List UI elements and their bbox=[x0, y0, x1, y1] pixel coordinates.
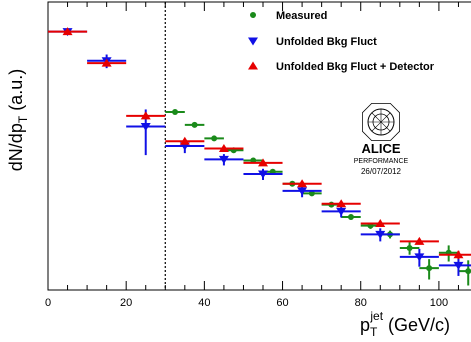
data-point bbox=[453, 261, 464, 270]
data-point bbox=[375, 219, 386, 228]
x-tick-label: 20 bbox=[120, 297, 132, 309]
data-point bbox=[375, 230, 386, 239]
data-point bbox=[414, 236, 425, 245]
y-axis-label: dN/dpT (a.u.) bbox=[6, 69, 30, 171]
data-point bbox=[101, 58, 112, 67]
data-point bbox=[218, 144, 229, 153]
alice-logo: ALICE PERFORMANCE 26/07/2012 bbox=[354, 103, 409, 176]
legend-label-2: Unfolded Bkg Fluct + Detector bbox=[276, 61, 435, 73]
data-point bbox=[191, 121, 198, 128]
series-0 bbox=[165, 108, 471, 286]
legend-marker-2 bbox=[248, 61, 258, 70]
data-point bbox=[336, 207, 347, 216]
x-axis-label: pTjet (GeV/c) bbox=[360, 309, 450, 337]
data-point bbox=[297, 187, 308, 196]
data-point bbox=[347, 213, 354, 220]
data-point bbox=[140, 122, 151, 131]
x-tick-label: 40 bbox=[198, 297, 210, 309]
x-axis-label-sub: T bbox=[370, 325, 378, 337]
legend-label-0: Measured bbox=[276, 10, 327, 22]
alice-logo-sub: PERFORMANCE bbox=[354, 158, 409, 165]
legend: Measured Unfolded Bkg Fluct Unfolded Bkg F… bbox=[248, 10, 435, 73]
data-marks bbox=[48, 27, 471, 286]
x-axis-label-main: p bbox=[360, 315, 370, 335]
tick-group: 0 20 40 60 80 100 bbox=[45, 2, 459, 309]
data-point bbox=[172, 108, 179, 115]
data-point bbox=[336, 199, 347, 208]
data-point bbox=[426, 265, 433, 272]
x-axis-label-unit: (GeV/c) bbox=[383, 315, 450, 335]
x-tick-label: 0 bbox=[45, 297, 51, 309]
data-point bbox=[414, 253, 425, 262]
alice-logo-text: ALICE bbox=[362, 141, 401, 156]
y-axis-label-main: dN/dp bbox=[6, 123, 26, 171]
legend-label-1: Unfolded Bkg Fluct bbox=[276, 36, 377, 48]
data-point bbox=[211, 135, 218, 142]
data-point bbox=[258, 158, 268, 167]
data-point bbox=[465, 268, 471, 275]
data-point bbox=[140, 111, 151, 120]
x-tick-label: 100 bbox=[430, 297, 448, 309]
data-point bbox=[62, 27, 73, 36]
y-axis-label-sub: T bbox=[16, 115, 30, 123]
x-tick-label: 60 bbox=[276, 297, 288, 309]
data-point bbox=[179, 136, 190, 145]
y-axis-label-unit: (a.u.) bbox=[6, 69, 26, 116]
data-point bbox=[297, 179, 308, 188]
data-point bbox=[453, 250, 464, 259]
data-point bbox=[258, 170, 268, 179]
legend-marker-0 bbox=[250, 12, 256, 18]
data-point bbox=[406, 244, 413, 251]
x-tick-label: 80 bbox=[355, 297, 367, 309]
alice-logo-emblem bbox=[362, 103, 400, 141]
x-axis-label-sup: jet bbox=[369, 309, 383, 323]
data-point bbox=[218, 155, 229, 164]
alice-logo-date: 26/07/2012 bbox=[361, 167, 402, 176]
series-2 bbox=[48, 27, 471, 260]
legend-marker-1 bbox=[248, 37, 258, 46]
